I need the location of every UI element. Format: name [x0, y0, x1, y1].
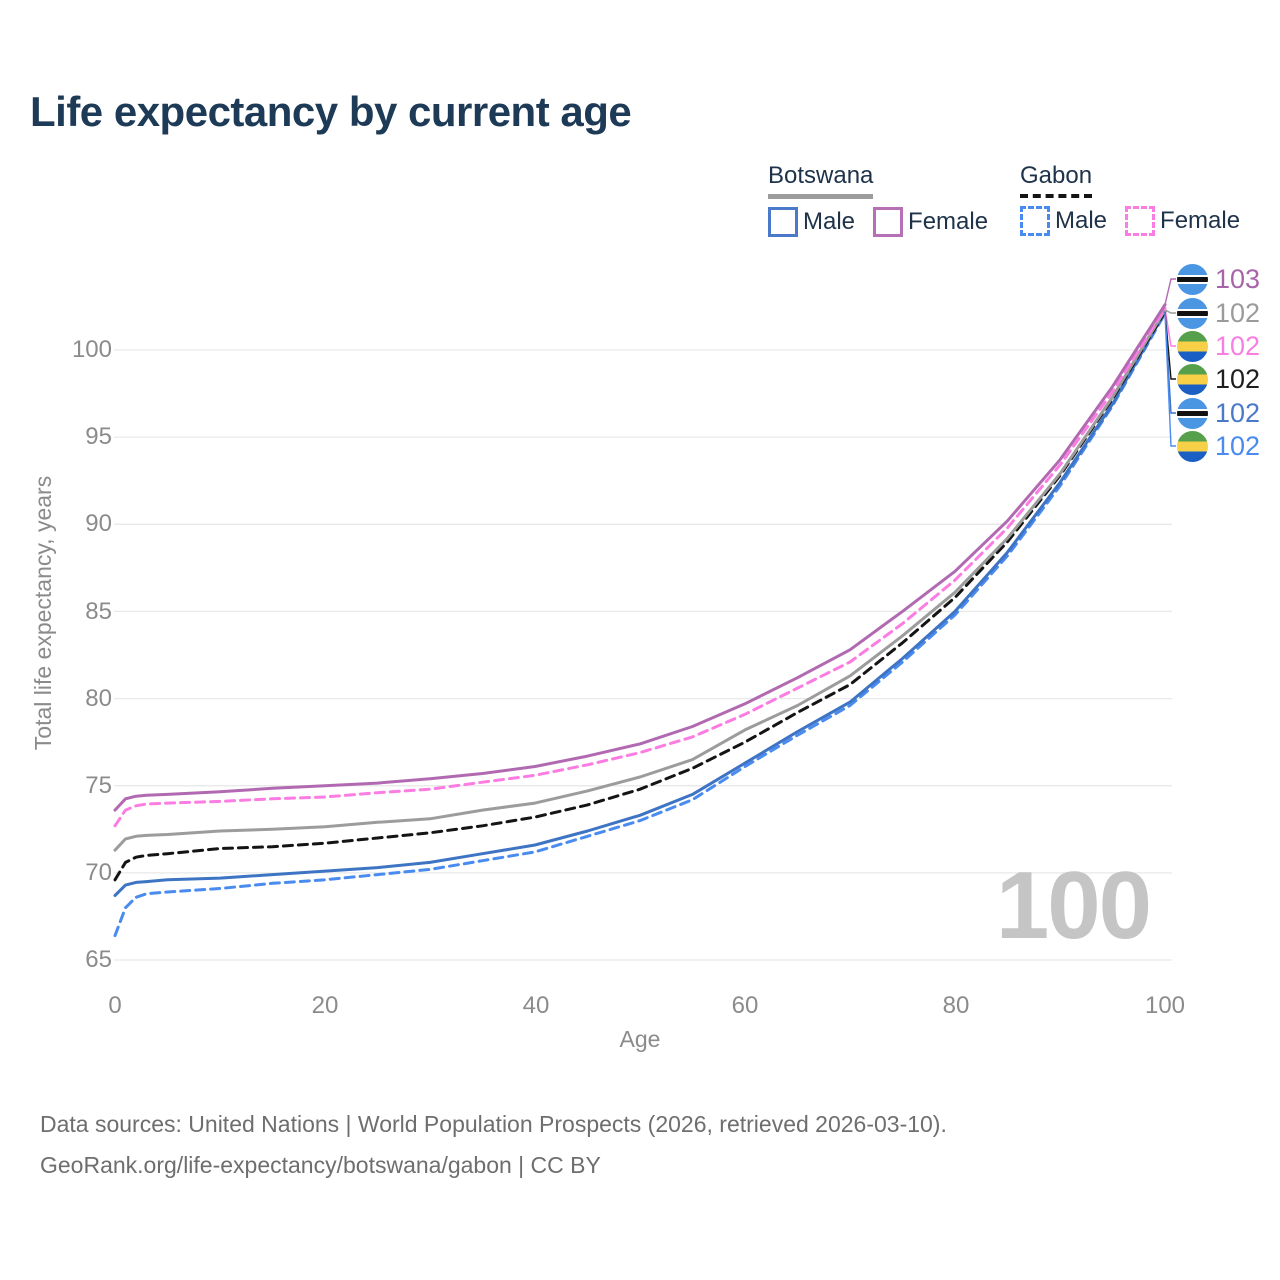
attribution-line[interactable]: GeoRank.org/life-expectancy/botswana/gab… [40, 1152, 601, 1178]
botswana-flag-icon [1177, 263, 1208, 295]
leader-line-botswana-both-sexes [1164, 309, 1176, 314]
legend-group-gabon: Gabon Male Female [1020, 162, 1240, 236]
end-label-botswana-male: 102 [1177, 396, 1260, 430]
botswana-male-swatch-icon [768, 207, 798, 237]
x-tick-label: 0 [108, 992, 122, 1019]
end-label-gabon-both: 102 [1177, 362, 1260, 396]
data-sources-line: Data sources: United Nations | World Pop… [40, 1111, 947, 1137]
legend-item-label: Male [803, 208, 856, 235]
gabon-flag-icon [1177, 363, 1208, 395]
legend-group-botswana: Botswana Male Female [768, 162, 988, 237]
botswana-flag-icon [1177, 297, 1208, 329]
gabon-flag-icon [1177, 330, 1208, 362]
line-gabon-male [113, 311, 1167, 938]
line-gabon-female [113, 306, 1167, 828]
age-counter-watermark: 100 [995, 852, 1152, 959]
legend-item-label: Female [908, 208, 989, 235]
legend-item-label: Female [1160, 207, 1241, 234]
end-label-gabon-male: 102 [1177, 429, 1260, 463]
leader-line-gabon-male [1164, 313, 1176, 447]
y-tick-label: 75 [85, 772, 112, 799]
leader-line-gabon-female [1164, 308, 1176, 347]
end-value-label: 102 [1215, 397, 1261, 428]
legend-item-gabon-male[interactable]: Male [1020, 206, 1107, 236]
x-tick-label: 20 [311, 992, 339, 1019]
legend-gabon-items: Male Female [1020, 206, 1240, 236]
end-value-label: 102 [1215, 363, 1261, 394]
x-tick-label: 40 [522, 992, 550, 1019]
botswana-female-swatch-icon [873, 207, 904, 237]
gabon-flag-icon [1177, 430, 1208, 462]
end-value-label: 102 [1215, 430, 1261, 461]
gabon-female-swatch-icon [1125, 206, 1156, 236]
line-botswana-both-sexes [113, 308, 1167, 852]
line-botswana-male [113, 310, 1167, 897]
legend-item-botswana-female[interactable]: Female [873, 207, 988, 237]
x-tick-label: 80 [942, 992, 970, 1019]
y-axis-title: Total life expectancy, years [30, 475, 56, 751]
y-tick-label: 90 [85, 510, 112, 537]
end-value-label: 102 [1215, 330, 1261, 361]
line-botswana-female [113, 303, 1167, 812]
y-tick-label: 65 [85, 946, 112, 973]
footer: Data sources: United Nations | World Pop… [40, 1104, 947, 1186]
leader-line-botswana-female [1164, 278, 1176, 305]
x-tick-label: 60 [731, 992, 759, 1019]
x-axis-title: Age [619, 1026, 661, 1052]
legend-botswana-label[interactable]: Botswana [768, 162, 874, 199]
y-tick-label: 100 [71, 336, 112, 363]
x-tick-label: 100 [1144, 992, 1186, 1019]
y-tick-label: 85 [85, 598, 112, 625]
end-label-gabon-female: 102 [1177, 329, 1260, 363]
end-label-botswana-female: 103 [1177, 262, 1260, 296]
end-label-botswana-both: 102 [1177, 296, 1260, 330]
gabon-male-swatch-icon [1020, 206, 1050, 236]
page-title: Life expectancy by current age [30, 88, 632, 135]
legend-item-label: Male [1055, 207, 1108, 234]
botswana-flag-icon [1177, 397, 1208, 429]
legend-item-botswana-male[interactable]: Male [768, 207, 855, 237]
y-tick-label: 80 [85, 685, 112, 712]
legend-botswana-items: Male Female [768, 207, 988, 237]
line-gabon-both-sexes [113, 310, 1167, 882]
end-value-label: 102 [1215, 297, 1261, 328]
y-tick-label: 95 [85, 423, 112, 450]
legend-gabon-label[interactable]: Gabon [1020, 162, 1093, 198]
end-value-label: 103 [1215, 263, 1261, 294]
y-tick-label: 70 [85, 859, 112, 886]
legend-item-gabon-female[interactable]: Female [1125, 206, 1240, 236]
